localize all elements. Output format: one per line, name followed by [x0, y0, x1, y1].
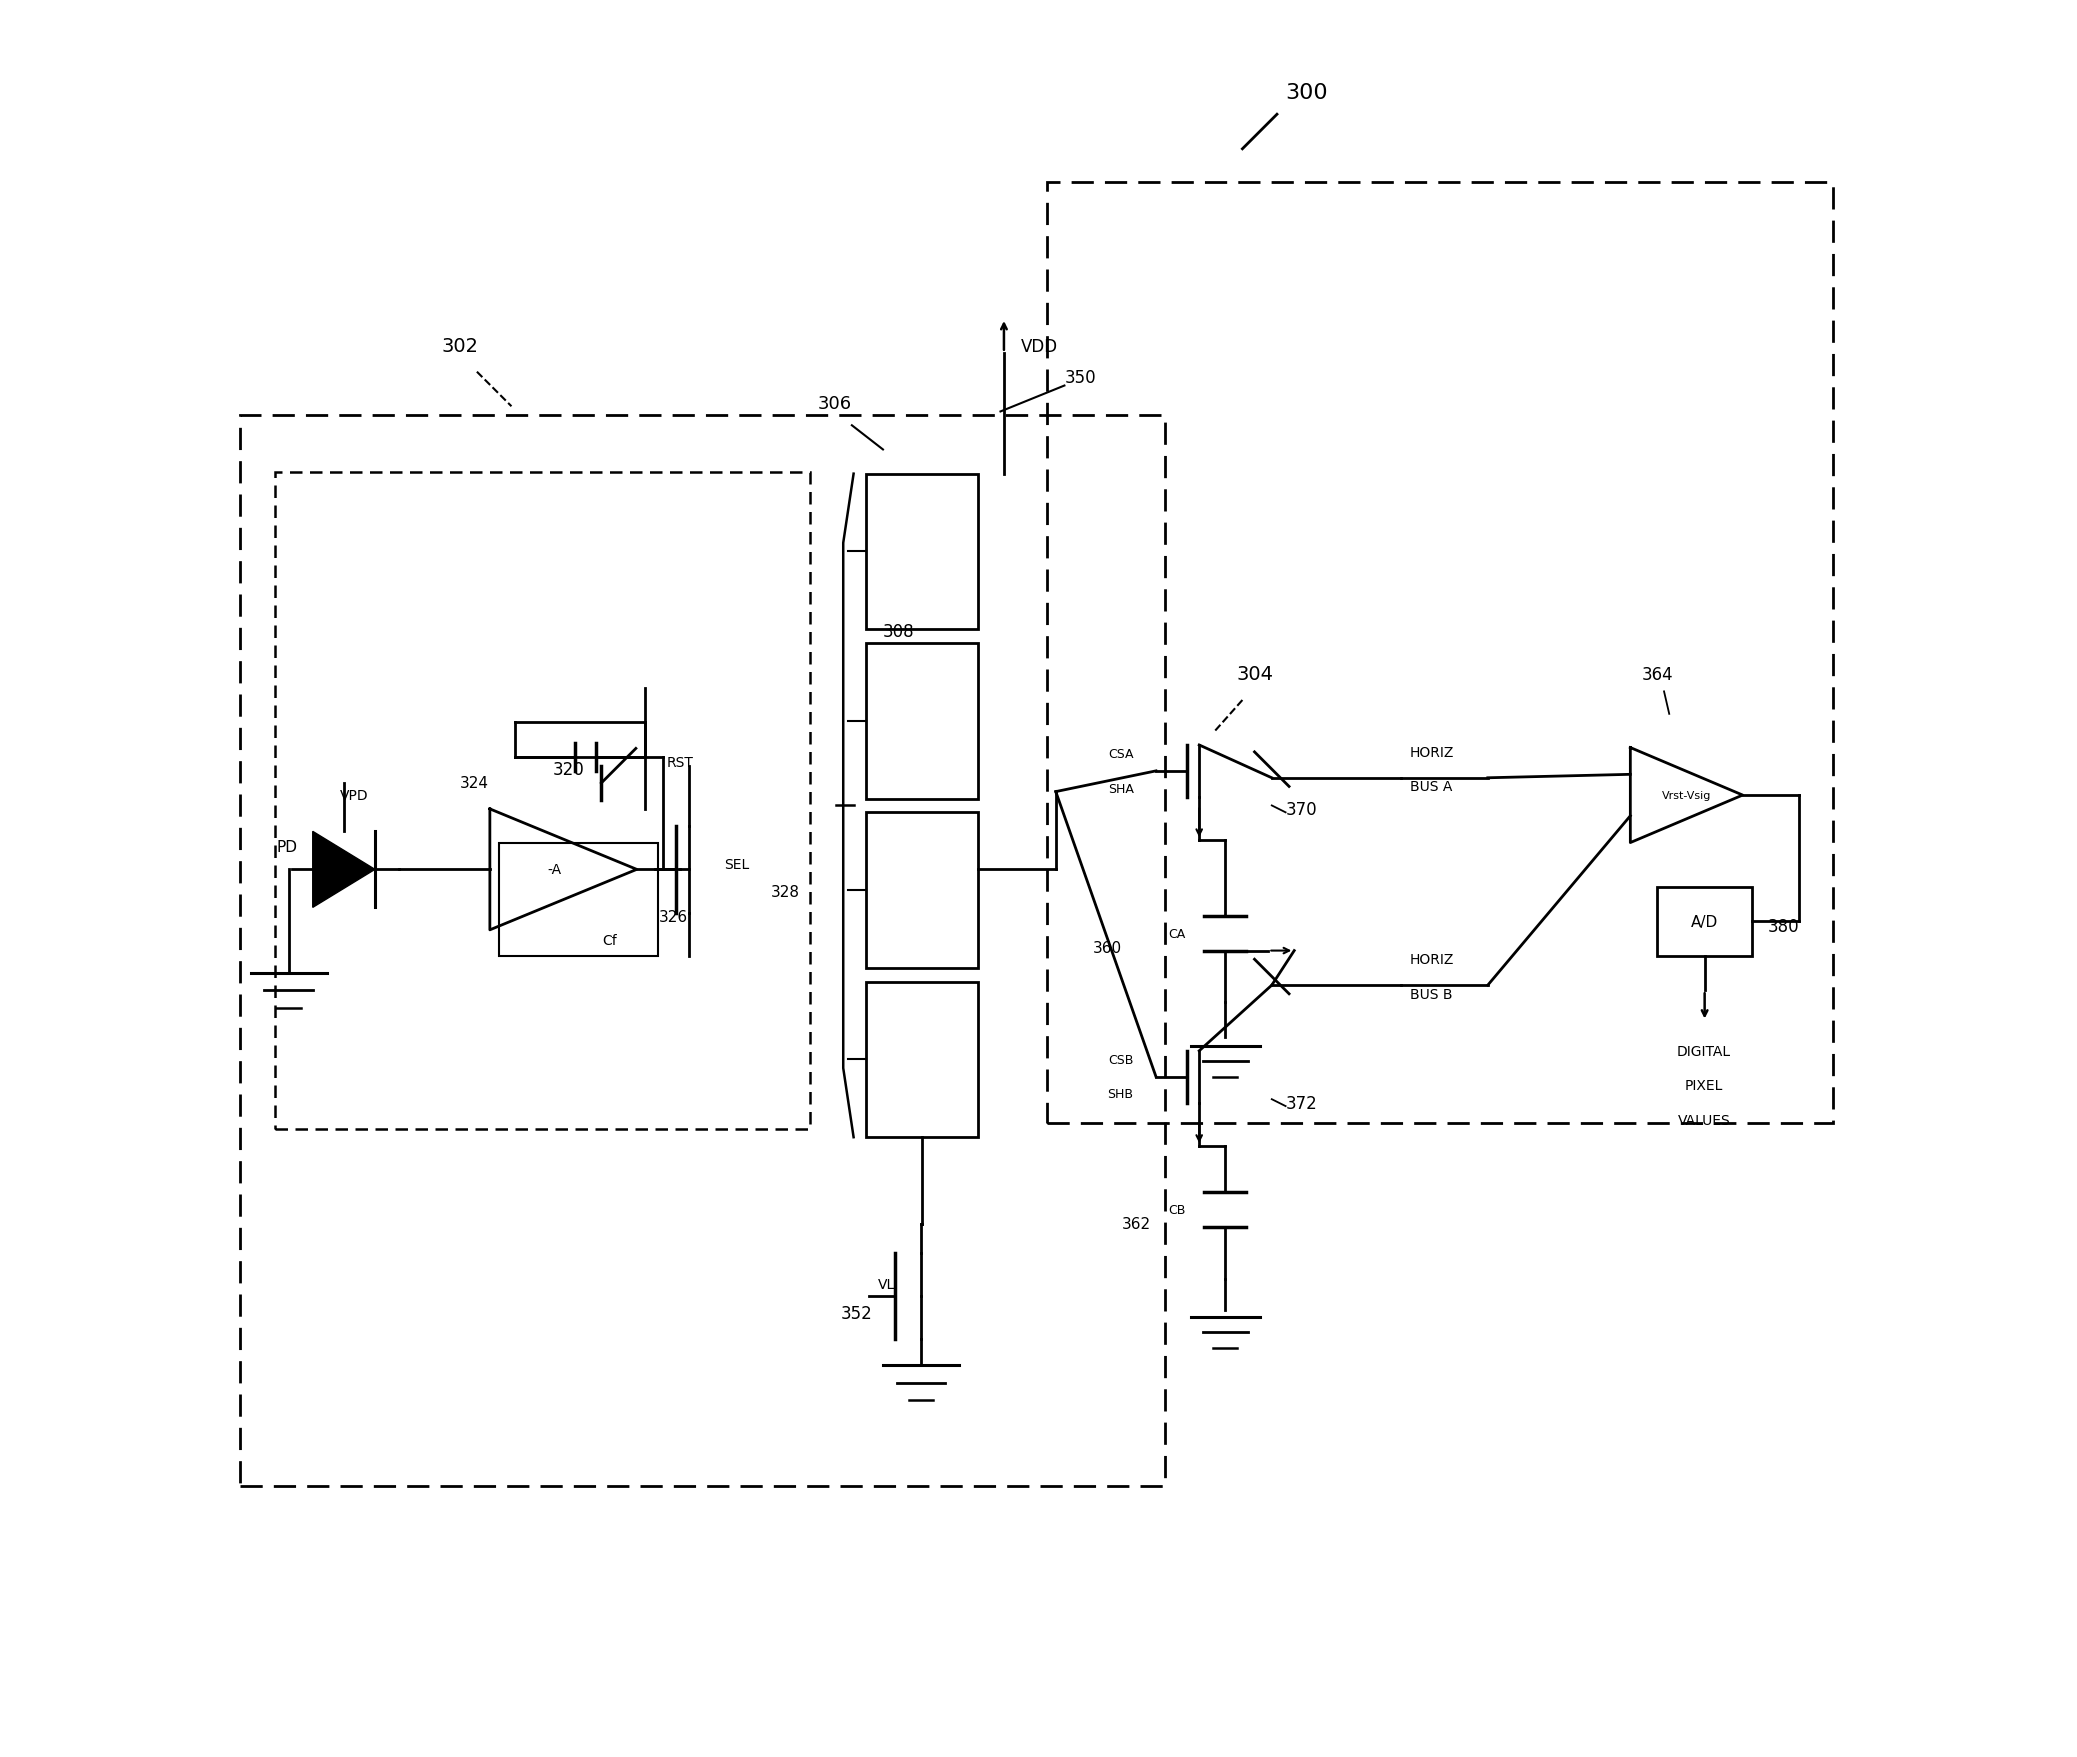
Text: 300: 300 — [1286, 83, 1327, 102]
Text: VALUES: VALUES — [1678, 1114, 1730, 1128]
Text: 306: 306 — [818, 395, 852, 413]
Text: Cf: Cf — [602, 933, 617, 947]
Text: CSB: CSB — [1109, 1054, 1134, 1066]
Text: 380: 380 — [1768, 917, 1799, 936]
Text: VDD: VDD — [1022, 337, 1059, 355]
Text: PIXEL: PIXEL — [1684, 1079, 1724, 1093]
Text: SEL: SEL — [725, 857, 750, 871]
Text: 326: 326 — [658, 908, 687, 924]
Text: HORIZ: HORIZ — [1410, 952, 1454, 966]
Text: CSA: CSA — [1107, 748, 1134, 761]
Text: RST: RST — [667, 756, 694, 770]
Text: 350: 350 — [1063, 369, 1097, 387]
Text: VPD: VPD — [341, 789, 368, 803]
Text: 370: 370 — [1286, 801, 1317, 819]
Text: 362: 362 — [1122, 1216, 1151, 1232]
Text: 360: 360 — [1093, 940, 1122, 956]
Text: DIGITAL: DIGITAL — [1676, 1044, 1730, 1058]
Text: 352: 352 — [841, 1305, 872, 1323]
Text: 364: 364 — [1641, 666, 1672, 683]
Text: BUS A: BUS A — [1410, 780, 1452, 794]
Text: 320: 320 — [552, 761, 584, 778]
Text: 324: 324 — [459, 777, 488, 791]
Text: 302: 302 — [440, 337, 478, 355]
Text: HORIZ: HORIZ — [1410, 745, 1454, 759]
Polygon shape — [314, 831, 376, 908]
Text: PD: PD — [276, 840, 297, 856]
Text: CA: CA — [1167, 928, 1186, 940]
Text: CB: CB — [1167, 1204, 1186, 1216]
Text: 308: 308 — [883, 622, 914, 641]
Text: -A: -A — [548, 863, 561, 877]
Text: 304: 304 — [1236, 664, 1273, 683]
Text: Vrst-Vsig: Vrst-Vsig — [1662, 791, 1711, 801]
Text: SHB: SHB — [1107, 1088, 1134, 1102]
Text: VL: VL — [879, 1277, 895, 1291]
Text: 328: 328 — [771, 886, 800, 900]
Text: BUS B: BUS B — [1410, 987, 1452, 1001]
Text: 372: 372 — [1286, 1095, 1317, 1112]
Text: SHA: SHA — [1107, 782, 1134, 796]
Text: A/D: A/D — [1691, 914, 1718, 929]
